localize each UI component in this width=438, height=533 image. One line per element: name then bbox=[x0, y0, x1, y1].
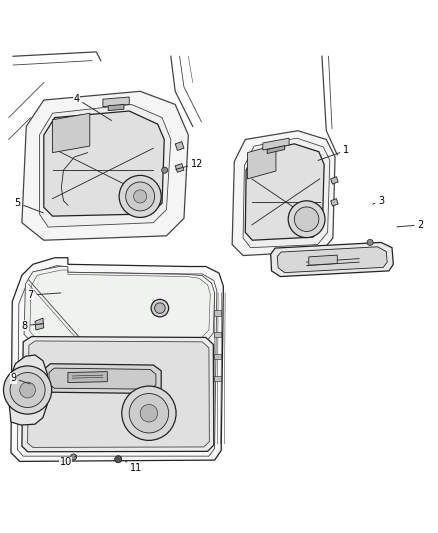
Polygon shape bbox=[214, 354, 221, 359]
Circle shape bbox=[162, 167, 168, 173]
Circle shape bbox=[10, 373, 45, 408]
Polygon shape bbox=[245, 144, 324, 240]
Polygon shape bbox=[24, 266, 215, 343]
Circle shape bbox=[155, 303, 165, 313]
Text: 8: 8 bbox=[21, 321, 43, 330]
Circle shape bbox=[115, 456, 122, 463]
Polygon shape bbox=[309, 255, 337, 265]
Circle shape bbox=[288, 201, 325, 238]
Circle shape bbox=[367, 239, 373, 246]
Polygon shape bbox=[214, 310, 221, 316]
Text: 10: 10 bbox=[60, 456, 77, 467]
Polygon shape bbox=[175, 164, 184, 172]
Circle shape bbox=[129, 393, 169, 433]
Polygon shape bbox=[108, 104, 124, 110]
Polygon shape bbox=[53, 113, 90, 152]
Polygon shape bbox=[331, 199, 338, 206]
Text: 1: 1 bbox=[318, 146, 349, 160]
Circle shape bbox=[20, 382, 35, 398]
Text: 12: 12 bbox=[176, 159, 203, 169]
Circle shape bbox=[134, 190, 147, 203]
Polygon shape bbox=[277, 247, 387, 273]
Circle shape bbox=[119, 175, 161, 217]
Polygon shape bbox=[214, 332, 221, 337]
Polygon shape bbox=[103, 97, 129, 107]
Polygon shape bbox=[175, 142, 184, 150]
Polygon shape bbox=[44, 364, 161, 393]
Text: 7: 7 bbox=[28, 290, 61, 300]
Polygon shape bbox=[331, 177, 338, 184]
Polygon shape bbox=[39, 104, 171, 227]
Text: 9: 9 bbox=[10, 373, 30, 384]
Text: 4: 4 bbox=[74, 94, 112, 120]
Polygon shape bbox=[232, 131, 335, 255]
Polygon shape bbox=[267, 146, 285, 154]
Polygon shape bbox=[49, 368, 156, 389]
Polygon shape bbox=[44, 111, 164, 216]
Polygon shape bbox=[22, 91, 188, 240]
Circle shape bbox=[4, 366, 52, 414]
Polygon shape bbox=[247, 145, 276, 179]
Text: 2: 2 bbox=[397, 220, 424, 230]
Circle shape bbox=[151, 300, 169, 317]
Polygon shape bbox=[28, 341, 209, 447]
Polygon shape bbox=[263, 138, 289, 150]
Polygon shape bbox=[68, 372, 107, 383]
Text: 5: 5 bbox=[14, 198, 43, 213]
Text: 3: 3 bbox=[373, 196, 384, 206]
Circle shape bbox=[71, 454, 77, 460]
Circle shape bbox=[294, 207, 319, 231]
Polygon shape bbox=[271, 243, 393, 277]
Polygon shape bbox=[214, 376, 221, 381]
Text: 11: 11 bbox=[125, 461, 142, 473]
Circle shape bbox=[126, 182, 155, 211]
Circle shape bbox=[140, 405, 158, 422]
Polygon shape bbox=[35, 318, 44, 330]
Polygon shape bbox=[11, 258, 223, 462]
Circle shape bbox=[122, 386, 176, 440]
Polygon shape bbox=[22, 336, 214, 452]
Polygon shape bbox=[9, 355, 47, 425]
Polygon shape bbox=[243, 138, 330, 248]
